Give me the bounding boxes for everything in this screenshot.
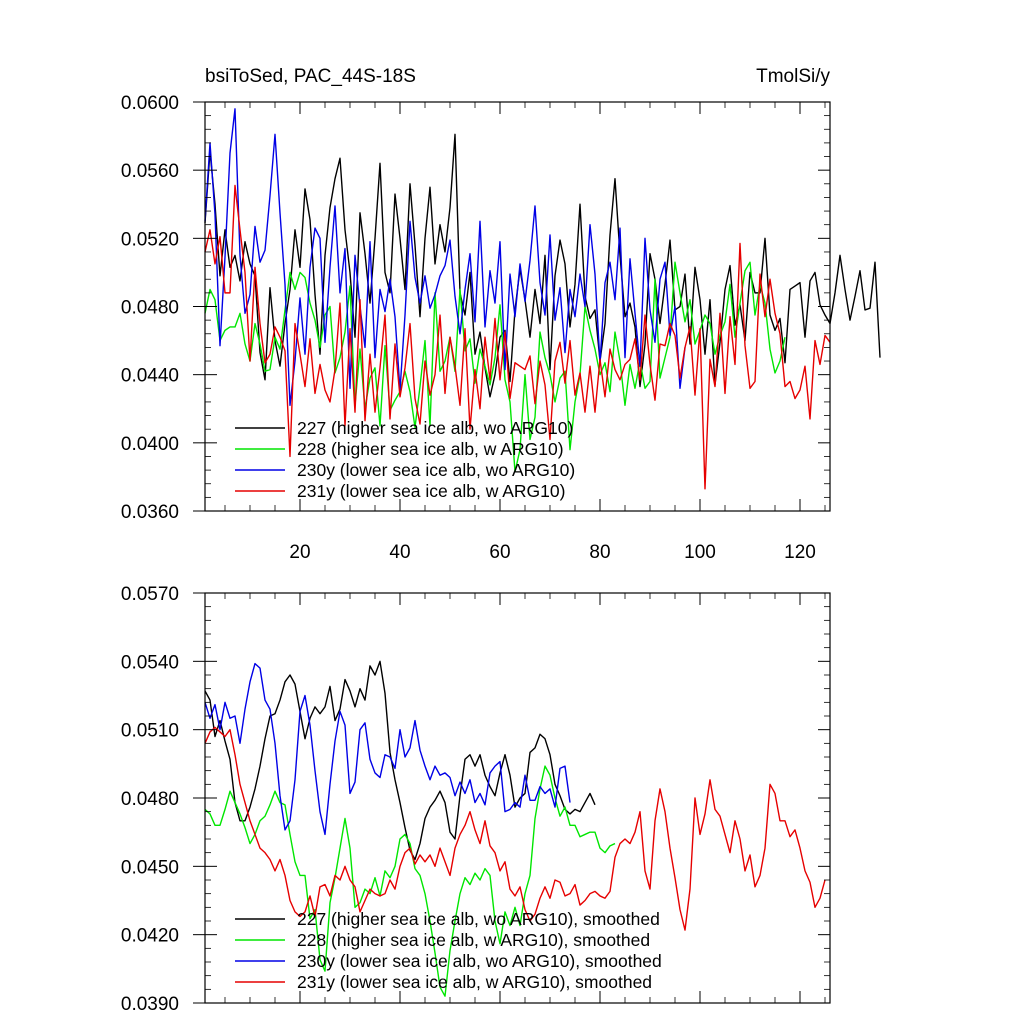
y-tick-label: 0.0480 <box>121 789 179 810</box>
series-line-1-3 <box>204 108 686 407</box>
chart-panel-1: 0.0360 0.0400 0.0440 0.0480 0.0520 0.0560 0.06… <box>121 93 881 563</box>
x-tick-label: 60 <box>489 542 510 563</box>
series-line-2-3 <box>204 662 571 836</box>
chart-panel-2: 0.0390 0.0420 0.0450 0.0480 0.0510 0.0540 0.05… <box>121 584 831 1015</box>
series-line-1-1 <box>204 133 881 398</box>
x-tick-label: 120 <box>784 542 816 563</box>
x-tick-label: 80 <box>589 542 610 563</box>
units-label: TmolSi/y <box>756 66 830 87</box>
y-tick-label: 0.0600 <box>121 93 179 114</box>
series-line-1-2 <box>204 261 786 473</box>
legend-label-3: 230y (lower sea ice alb, wo ARG10), smoo… <box>297 951 662 971</box>
x-tick-label: 40 <box>389 542 410 563</box>
chart-title: bsiToSed, PAC_44S-18S <box>205 66 416 87</box>
y-tick-label: 0.0480 <box>121 298 179 319</box>
y-tick-label: 0.0420 <box>121 926 179 947</box>
y-tick-label: 0.0440 <box>121 366 179 387</box>
y-tick-label: 0.0540 <box>121 652 179 673</box>
legend-label-1: 227 (higher sea ice alb, wo ARG10), smoo… <box>297 909 660 929</box>
legend-label-4: 231y (lower sea ice alb, w ARG10), smoot… <box>297 972 652 992</box>
y-tick-label: 0.0450 <box>121 857 179 878</box>
y-tick-label: 0.0560 <box>121 161 179 182</box>
series-line-2-2 <box>204 765 616 997</box>
y-tick-label: 0.0570 <box>121 584 179 605</box>
legend-label-3: 230y (lower sea ice alb, wo ARG10) <box>297 460 575 480</box>
x-tick-label: 100 <box>684 542 716 563</box>
legend-label-1: 227 (higher sea ice alb, wo ARG10) <box>297 418 573 438</box>
y-tick-label: 0.0360 <box>121 502 179 523</box>
x-tick-label: 20 <box>289 542 310 563</box>
y-tick-label: 0.0520 <box>121 229 179 250</box>
legend-label-2: 228 (higher sea ice alb, w ARG10), smoot… <box>297 930 650 950</box>
series-line-2-4 <box>204 726 826 931</box>
series-line-1-4 <box>204 184 831 490</box>
y-tick-label: 0.0390 <box>121 994 179 1015</box>
y-tick-label: 0.0510 <box>121 721 179 742</box>
legend-label-4: 231y (lower sea ice alb, w ARG10) <box>297 481 565 501</box>
legend-label-2: 228 (higher sea ice alb, w ARG10) <box>297 439 564 459</box>
series-line-2-1 <box>204 660 596 861</box>
y-tick-label: 0.0400 <box>121 434 179 455</box>
